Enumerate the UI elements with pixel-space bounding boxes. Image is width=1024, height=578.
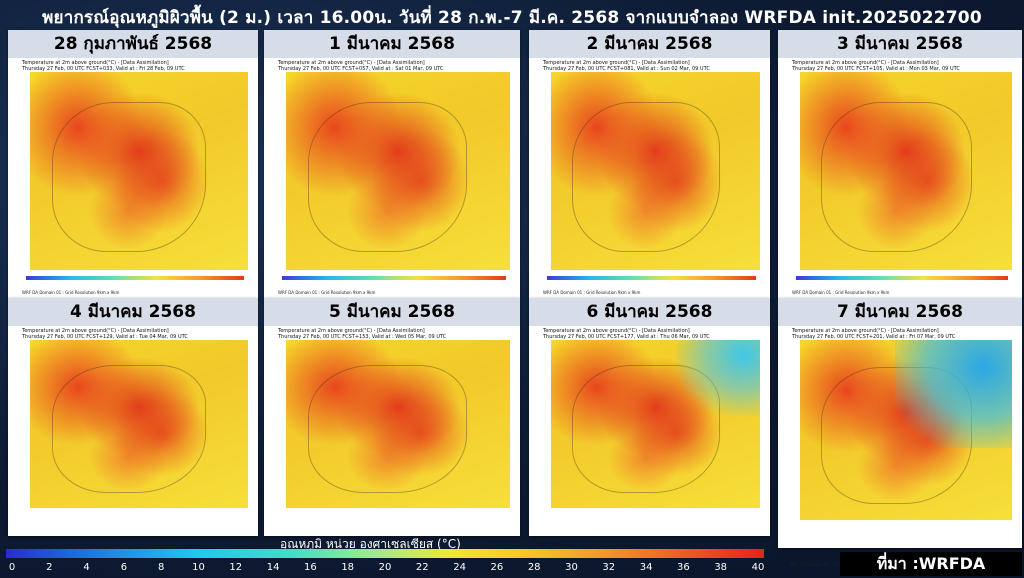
panel-footer: WRF DA Domain 01 : Grid Resolution 9km x… bbox=[543, 290, 641, 295]
coastline-outline bbox=[51, 365, 207, 494]
forecast-panel: 1 มีนาคม 2568 Temperature at 2m above gro… bbox=[264, 30, 520, 298]
coastline-outline bbox=[571, 365, 721, 494]
colorbar-title: อุณหภูมิ หน่วย องศาเซลเซียส (°C) bbox=[280, 537, 461, 551]
panel-header-valid: Thursday 27 Feb, 00 UTC FCST+153, Valid … bbox=[278, 334, 447, 340]
coastline-outline bbox=[308, 101, 468, 253]
colorbar-tick: 26 bbox=[490, 562, 504, 573]
panel-date-label: 3 มีนาคม 2568 bbox=[778, 30, 1022, 58]
forecast-panel: 4 มีนาคม 2568 Temperature at 2m above gro… bbox=[8, 298, 258, 536]
colorbar-tick: 32 bbox=[602, 562, 616, 573]
panel-colorbar bbox=[282, 276, 506, 280]
temperature-map bbox=[286, 340, 510, 508]
panel-header-title: Temperature at 2m above ground(°C) - [Da… bbox=[22, 60, 169, 66]
colorbar-tick: 12 bbox=[229, 562, 243, 573]
panel-header-title: Temperature at 2m above ground(°C) - [Da… bbox=[543, 60, 690, 66]
colorbar-tick: 24 bbox=[453, 562, 466, 573]
panel-date-label: 7 มีนาคม 2568 bbox=[778, 298, 1022, 326]
panel-header-title: Temperature at 2m above ground(°C) - [Da… bbox=[543, 328, 690, 334]
panel-colorbar bbox=[796, 276, 1008, 280]
colorbar-tick: 34 bbox=[639, 562, 653, 573]
colorbar-tick: 4 bbox=[83, 562, 90, 573]
panel-header: Temperature at 2m above ground(°C) - [Da… bbox=[22, 60, 185, 72]
colorbar-tick: 18 bbox=[341, 562, 355, 573]
colorbar-tick: 20 bbox=[378, 562, 392, 573]
panel-header-valid: Thursday 27 Feb, 00 UTC FCST+057, Valid … bbox=[278, 66, 444, 72]
colorbar-tick: 0 bbox=[8, 562, 16, 573]
temperature-map bbox=[30, 72, 248, 270]
panel-header-title: Temperature at 2m above ground(°C) - [Da… bbox=[278, 328, 425, 334]
coastline-outline bbox=[51, 101, 207, 253]
forecast-panel: 5 มีนาคม 2568 Temperature at 2m above gro… bbox=[264, 298, 520, 536]
panel-footer: WRF DA Domain 01 : Grid Resolution 9km x… bbox=[278, 290, 376, 295]
colorbar-tick: 10 bbox=[192, 562, 205, 573]
panel-header: Temperature at 2m above ground(°C) - [Da… bbox=[278, 60, 444, 72]
temperature-map bbox=[30, 340, 248, 508]
panel-date-label: 1 มีนาคม 2568 bbox=[264, 30, 520, 58]
colorbar-tick: 30 bbox=[565, 562, 578, 573]
colorbar-tick: 28 bbox=[527, 562, 541, 573]
panel-header-title: Temperature at 2m above ground(°C) - [Da… bbox=[792, 60, 939, 66]
temperature-map bbox=[800, 340, 1012, 520]
coastline-outline bbox=[821, 367, 972, 504]
panel-header: Temperature at 2m above ground(°C) - [Da… bbox=[543, 328, 710, 340]
panel-header-valid: Thursday 27 Feb, 00 UTC FCST+033, Valid … bbox=[22, 66, 185, 72]
panel-header: Temperature at 2m above ground(°C) - [Da… bbox=[543, 60, 710, 72]
temperature-colorbar bbox=[6, 549, 764, 558]
colorbar-tick: 22 bbox=[415, 562, 429, 573]
colorbar-tick: 8 bbox=[158, 562, 165, 573]
panel-header-title: Temperature at 2m above ground(°C) - [Da… bbox=[792, 328, 939, 334]
temperature-map bbox=[800, 72, 1012, 270]
panel-footer: WRF DA Domain 01 : Grid Resolution 9km x… bbox=[792, 290, 890, 295]
panel-header-title: Temperature at 2m above ground(°C) - [Da… bbox=[278, 60, 425, 66]
page-title: พยากรณ์อุณหภูมิผิวพื้น (2 ม.) เวลา 16.00… bbox=[42, 8, 982, 28]
forecast-panel: 3 มีนาคม 2568 Temperature at 2m above gro… bbox=[778, 30, 1022, 298]
panel-date-label: 5 มีนาคม 2568 bbox=[264, 298, 520, 326]
source-label: ที่มา :WRFDA bbox=[840, 552, 1022, 576]
panel-header: Temperature at 2m above ground(°C) - [Da… bbox=[22, 328, 188, 340]
panel-date-label: 2 มีนาคม 2568 bbox=[529, 30, 770, 58]
panel-date-label: 6 มีนาคม 2568 bbox=[529, 298, 770, 326]
coastline-outline bbox=[571, 101, 721, 253]
colorbar-ticks: 0 2 4 6 8 10 12 14 16 18 20 22 24 26 28 30 32 34 36 38 40 bbox=[6, 562, 765, 576]
panel-footer: WRF DA Domain 01 : Grid Resolution 9km x… bbox=[22, 290, 120, 295]
colorbar-tick: 2 bbox=[46, 562, 53, 573]
forecast-panel: 6 มีนาคม 2568 Temperature at 2m above gro… bbox=[529, 298, 770, 536]
colorbar-tick: 6 bbox=[120, 562, 128, 573]
panel-header-valid: Thursday 27 Feb, 00 UTC FCST+201, Valid … bbox=[792, 334, 956, 340]
panel-colorbar bbox=[26, 276, 244, 280]
coastline-outline bbox=[821, 101, 972, 253]
temperature-map bbox=[551, 340, 760, 508]
panel-header: Temperature at 2m above ground(°C) - [Da… bbox=[792, 328, 955, 340]
panel-colorbar bbox=[547, 276, 756, 280]
temperature-map bbox=[551, 72, 760, 270]
colorbar-tick: 16 bbox=[304, 562, 317, 573]
panel-footer-last: WRF DA Domain 01 : Grid Resolution 9km x… bbox=[790, 562, 888, 567]
panel-header-valid: Thursday 27 Feb, 00 UTC FCST+129, Valid … bbox=[22, 334, 188, 340]
colorbar-tick: 38 bbox=[714, 562, 728, 573]
panel-header-valid: Thursday 27 Feb, 00 UTC FCST+105, Valid … bbox=[792, 66, 960, 72]
colorbar-tick: 14 bbox=[266, 562, 280, 573]
panel-header-title: Temperature at 2m above ground(°C) - [Da… bbox=[22, 328, 169, 334]
forecast-panel: 28 กุมภาพันธ์ 2568 Temperature at 2m abov… bbox=[8, 30, 258, 298]
panel-header-valid: Thursday 27 Feb, 00 UTC FCST+177, Valid … bbox=[543, 334, 710, 340]
panel-header: Temperature at 2m above ground(°C) - [Da… bbox=[792, 60, 960, 72]
panel-header: Temperature at 2m above ground(°C) - [Da… bbox=[278, 328, 446, 340]
panel-date-label: 4 มีนาคม 2568 bbox=[8, 298, 258, 326]
colorbar-tick: 36 bbox=[677, 562, 690, 573]
coastline-outline bbox=[308, 365, 468, 494]
forecast-panel: 2 มีนาคม 2568 Temperature at 2m above gro… bbox=[529, 30, 770, 298]
panel-header-valid: Thursday 27 Feb, 00 UTC FCST+081, Valid … bbox=[543, 66, 710, 72]
panel-date-label: 28 กุมภาพันธ์ 2568 bbox=[8, 30, 258, 58]
colorbar-tick: 40 bbox=[751, 562, 765, 573]
temperature-map bbox=[286, 72, 510, 270]
forecast-panel: 7 มีนาคม 2568 Temperature at 2m above gro… bbox=[778, 298, 1022, 548]
